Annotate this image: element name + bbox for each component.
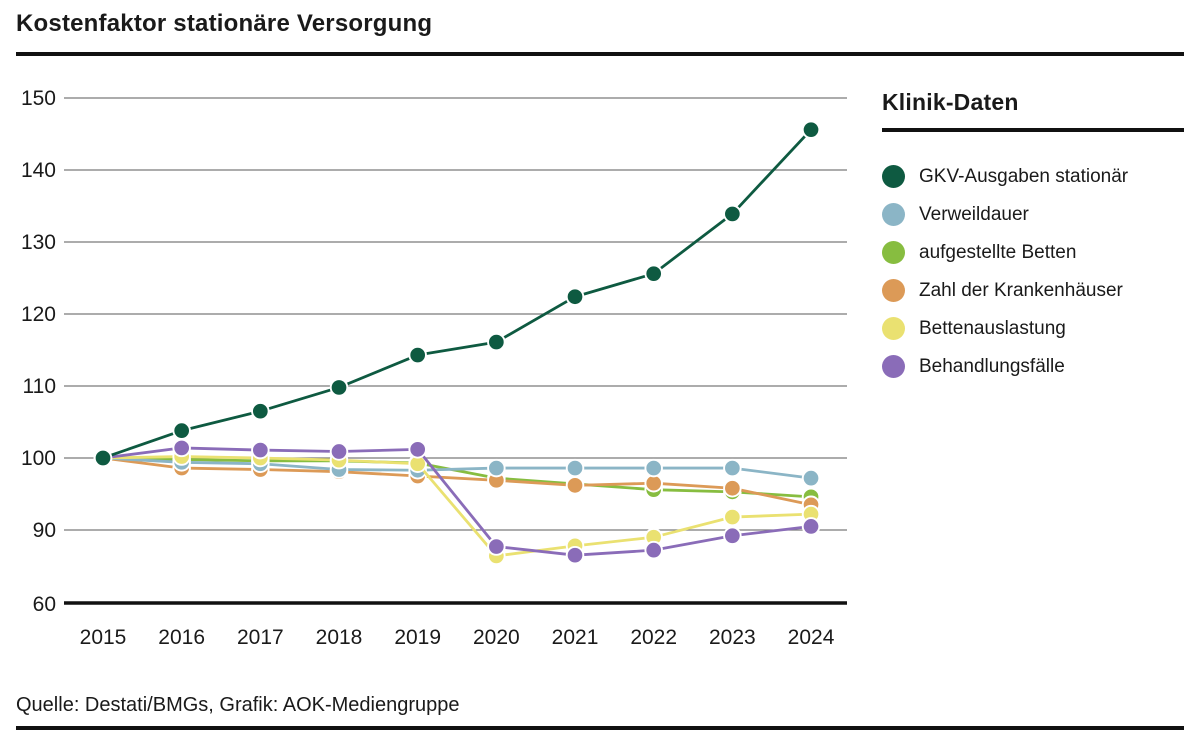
data-point	[408, 345, 427, 365]
bottom-divider	[16, 726, 1184, 730]
data-point	[172, 438, 191, 458]
data-point	[251, 401, 270, 421]
data-point	[723, 526, 742, 546]
data-point	[644, 458, 663, 478]
x-tick-label: 2020	[473, 626, 520, 649]
data-point	[487, 458, 506, 478]
y-tick-label: 130	[21, 231, 56, 254]
data-point	[565, 545, 585, 565]
legend-item: Behandlungsfälle	[882, 355, 1184, 379]
x-tick-label: 2021	[552, 626, 599, 649]
data-point	[723, 204, 742, 224]
legend-item: Bettenauslastung	[882, 317, 1184, 341]
legend-items: GKV-Ausgaben stationär Verweildauer aufges…	[882, 165, 1184, 379]
legend-item: Verweildauer	[882, 203, 1184, 227]
series-line-3	[101, 456, 813, 507]
legend-color-dot	[882, 165, 905, 189]
data-point	[329, 442, 349, 461]
data-point	[565, 458, 585, 478]
data-point	[487, 332, 506, 352]
y-tick-label: 90	[33, 519, 56, 542]
series-line-1	[101, 456, 813, 480]
legend-item: Zahl der Krankenhäuser	[882, 279, 1184, 303]
legend-item-label: Zahl der Krankenhäuser	[919, 279, 1123, 301]
x-tick-label: 2015	[80, 626, 127, 649]
data-point	[801, 517, 821, 536]
y-tick-label: 150	[21, 87, 56, 110]
data-point	[329, 378, 349, 397]
legend-divider	[882, 128, 1184, 133]
x-tick-label: 2018	[316, 626, 363, 649]
x-tick-label: 2022	[630, 626, 677, 649]
data-point	[801, 120, 821, 139]
x-tick-label: 2017	[237, 626, 284, 649]
data-point	[487, 537, 506, 556]
y-tick-label: 100	[21, 447, 56, 470]
legend-item-label: GKV-Ausgaben stationär	[919, 165, 1129, 187]
legend: Klinik-Daten GKV-Ausgaben stationär Verwe…	[882, 89, 1184, 393]
legend-color-dot	[882, 203, 905, 227]
legend-item-label: Behandlungsfälle	[919, 355, 1065, 377]
legend-title: Klinik-Daten	[882, 89, 1019, 115]
y-tick-label: 120	[21, 303, 56, 326]
top-divider	[16, 52, 1184, 56]
y-tick-label: 110	[23, 375, 56, 398]
legend-color-dot	[882, 241, 905, 265]
data-point	[723, 507, 742, 527]
page-title: Kostenfaktor stationäre Versorgung	[16, 10, 433, 37]
legend-item-label: aufgestellte Betten	[919, 241, 1077, 263]
series-line-4	[101, 455, 813, 558]
data-point	[565, 287, 585, 306]
data-point	[408, 440, 427, 459]
legend-color-dot	[882, 355, 905, 379]
x-tick-label: 2024	[788, 626, 835, 649]
data-point	[644, 540, 663, 560]
legend-item-label: Verweildauer	[919, 203, 1029, 225]
x-tick-label: 2019	[394, 626, 441, 649]
legend-item: aufgestellte Betten	[882, 241, 1184, 265]
legend-item: GKV-Ausgaben stationär	[882, 165, 1184, 189]
data-point	[93, 448, 113, 468]
y-tick-label: 140	[21, 159, 56, 182]
source-caption: Quelle: Destati/BMGs, Grafik: AOK-Medien…	[16, 694, 460, 716]
data-point	[644, 264, 663, 283]
line-chart: 150 140 130 120 110 100 90 60 2015 2016 2017 2018 20…	[21, 87, 847, 649]
y-baseline-label: 60	[33, 593, 56, 616]
x-tick-label: 2023	[709, 626, 756, 649]
data-point	[644, 473, 663, 493]
data-point	[172, 421, 191, 440]
series-line-5	[101, 446, 813, 557]
series-line-2	[101, 456, 813, 499]
legend-color-dot	[882, 279, 905, 303]
legend-item-label: Bettenauslastung	[919, 317, 1066, 339]
data-point	[801, 468, 821, 488]
data-point	[251, 440, 270, 460]
legend-color-dot	[882, 317, 905, 341]
x-tick-label: 2016	[158, 626, 205, 649]
data-point	[723, 478, 742, 498]
data-point	[723, 458, 742, 478]
series-line-0	[101, 128, 813, 460]
data-point	[565, 476, 585, 495]
